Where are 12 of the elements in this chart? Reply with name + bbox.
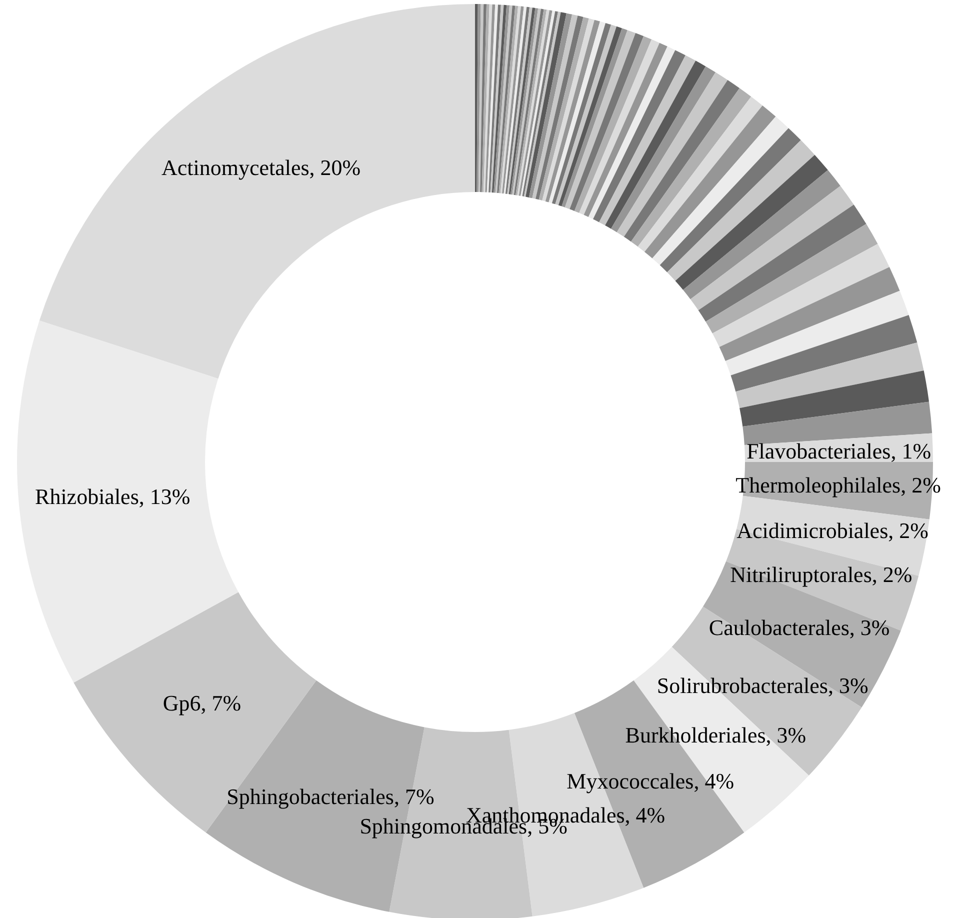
slice-label: Thermoleophilales, 2% [736, 472, 941, 498]
slice-label: Acidimicrobiales, 2% [736, 518, 928, 543]
slice-label: Actinomycetales, 20% [161, 155, 361, 180]
slice-label: Gp6, 7% [162, 690, 242, 716]
slice-label: Solirubrobacterales, 3% [656, 672, 868, 698]
slice-label: Caulobacterales, 3% [708, 614, 890, 640]
slice-label: Flavobacteriales, 1% [746, 438, 932, 464]
slice-label: Sphingobacteriales, 7% [226, 784, 434, 809]
slice-label: Rhizobiales, 13% [35, 484, 190, 509]
slice-label: Burkholderiales, 3% [625, 722, 806, 748]
slice-label: Myxococcales, 4% [566, 768, 734, 794]
slice-label: Nitriliruptorales, 2% [730, 562, 912, 588]
